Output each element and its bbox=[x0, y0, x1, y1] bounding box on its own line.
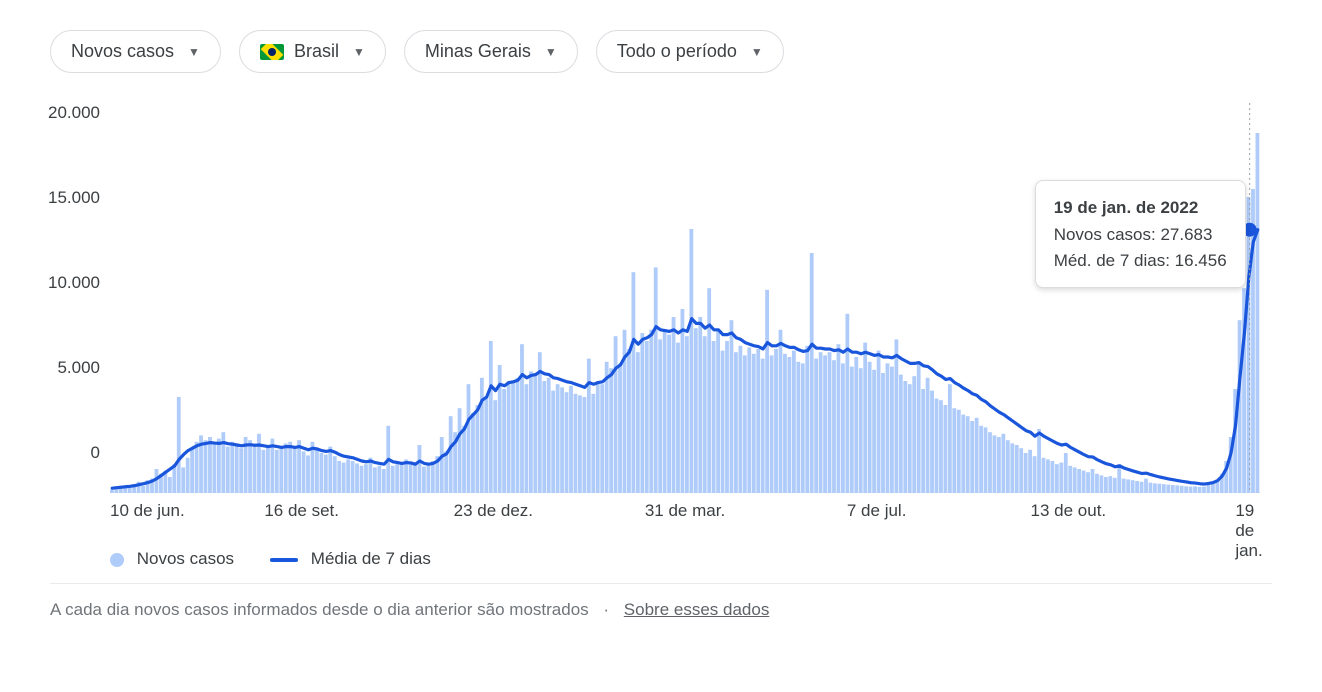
tooltip-date: 19 de jan. de 2022 bbox=[1054, 195, 1227, 221]
period-dropdown[interactable]: Todo o período ▼ bbox=[596, 30, 784, 73]
chart-footnote: A cada dia novos casos informados desde … bbox=[50, 600, 1272, 620]
chevron-down-icon: ▼ bbox=[353, 45, 365, 59]
chevron-down-icon: ▼ bbox=[751, 45, 763, 59]
y-tick-label: 0 bbox=[91, 443, 100, 463]
y-tick-label: 10.000 bbox=[48, 273, 100, 293]
tooltip-row-cases: Novos casos: 27.683 bbox=[1054, 222, 1227, 248]
legend-line-label: Média de 7 dias bbox=[311, 549, 431, 568]
y-axis: 20.000 15.000 10.000 5.000 0 bbox=[50, 103, 110, 463]
period-label: Todo o período bbox=[617, 41, 737, 62]
x-tick-label: 19 de jan. bbox=[1235, 501, 1262, 561]
x-tick-label: 7 de jul. bbox=[847, 501, 907, 521]
about-data-link[interactable]: Sobre esses dados bbox=[624, 600, 770, 619]
x-tick-label: 13 de out. bbox=[1031, 501, 1107, 521]
country-label: Brasil bbox=[294, 41, 339, 62]
legend-bars-label: Novos casos bbox=[137, 549, 234, 568]
x-axis: 10 de jun. 16 de set. 23 de dez. 31 de mar.… bbox=[110, 501, 1260, 525]
divider bbox=[50, 583, 1272, 584]
tooltip-avg-value: 16.456 bbox=[1175, 251, 1227, 270]
chart-svg bbox=[110, 103, 1260, 493]
legend-swatch-bars bbox=[110, 553, 124, 567]
legend-swatch-line bbox=[270, 558, 298, 562]
footnote-separator: · bbox=[603, 600, 609, 619]
region-label: Minas Gerais bbox=[425, 41, 531, 62]
chart-plot[interactable]: 19 de jan. de 2022 Novos casos: 27.683 M… bbox=[110, 103, 1272, 493]
y-tick-label: 20.000 bbox=[48, 103, 100, 123]
chart-tooltip: 19 de jan. de 2022 Novos casos: 27.683 M… bbox=[1035, 180, 1246, 289]
y-tick-label: 15.000 bbox=[48, 188, 100, 208]
legend-item-bars: Novos casos bbox=[110, 549, 234, 569]
x-tick-label: 31 de mar. bbox=[645, 501, 725, 521]
chart-area: 20.000 15.000 10.000 5.000 0 19 de jan. de 2… bbox=[50, 103, 1272, 493]
x-tick-label: 10 de jun. bbox=[110, 501, 185, 521]
chevron-down-icon: ▼ bbox=[188, 45, 200, 59]
tooltip-cases-value: 27.683 bbox=[1160, 225, 1212, 244]
metric-dropdown[interactable]: Novos casos ▼ bbox=[50, 30, 221, 73]
tooltip-row-avg: Méd. de 7 dias: 16.456 bbox=[1054, 248, 1227, 274]
metric-label: Novos casos bbox=[71, 41, 174, 62]
footnote-text: A cada dia novos casos informados desde … bbox=[50, 600, 589, 619]
filter-bar: Novos casos ▼ Brasil ▼ Minas Gerais ▼ To… bbox=[50, 30, 1272, 73]
legend-item-line: Média de 7 dias bbox=[270, 549, 431, 569]
brazil-flag-icon bbox=[260, 44, 284, 60]
chart-legend: Novos casos Média de 7 dias bbox=[110, 549, 1272, 569]
chevron-down-icon: ▼ bbox=[545, 45, 557, 59]
y-tick-label: 5.000 bbox=[57, 358, 100, 378]
x-tick-label: 23 de dez. bbox=[454, 501, 533, 521]
tooltip-avg-label: Méd. de 7 dias bbox=[1054, 251, 1166, 270]
country-dropdown[interactable]: Brasil ▼ bbox=[239, 30, 386, 73]
region-dropdown[interactable]: Minas Gerais ▼ bbox=[404, 30, 578, 73]
tooltip-cases-label: Novos casos bbox=[1054, 225, 1151, 244]
x-tick-label: 16 de set. bbox=[264, 501, 339, 521]
